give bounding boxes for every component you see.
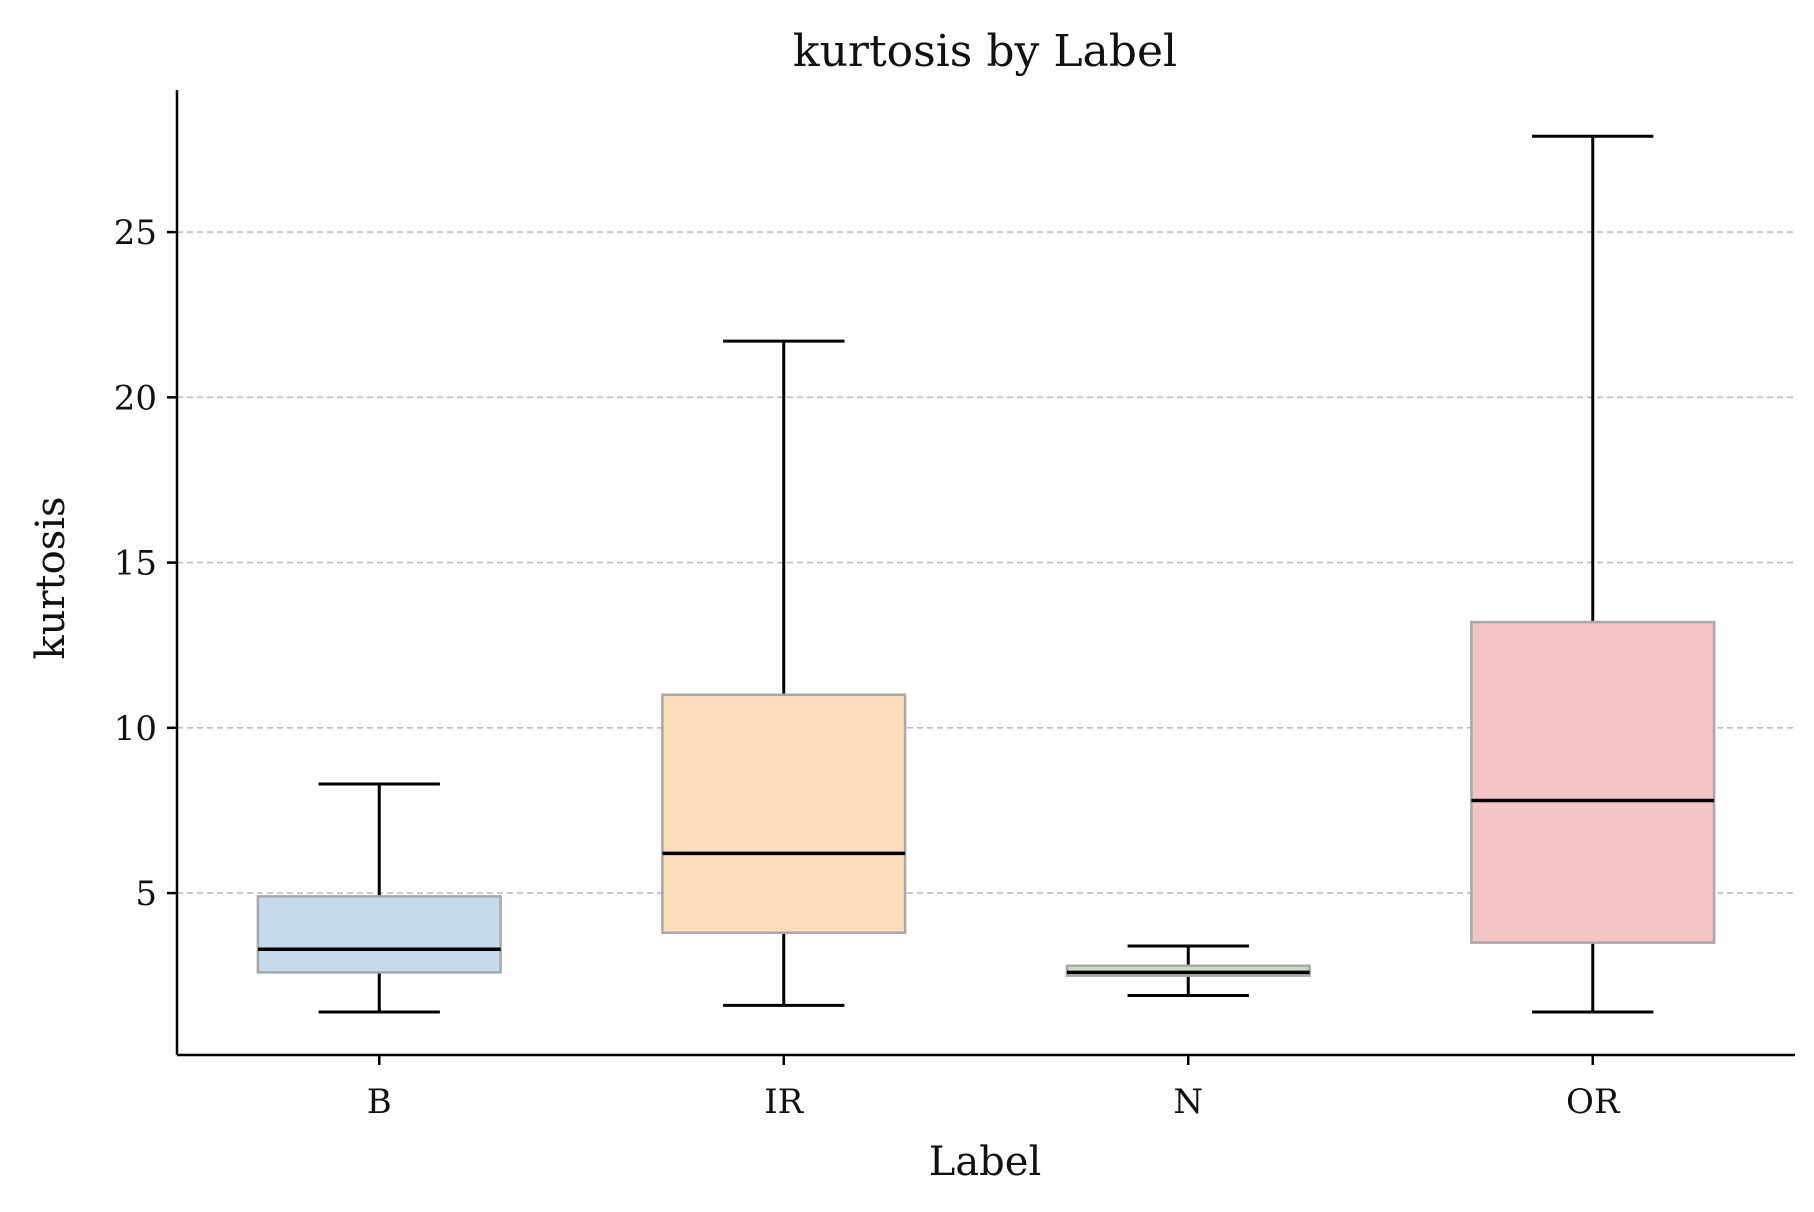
x-axis-label: Label [929, 1139, 1041, 1185]
box-iqr [1470, 620, 1716, 944]
box-iqr [256, 895, 502, 974]
x-tick-label: B [367, 1082, 392, 1122]
boxes [256, 134, 1716, 1014]
y-tick-label: 20 [114, 378, 157, 418]
x-tick-label: N [1173, 1082, 1203, 1122]
chart-title: kurtosis by Label [793, 26, 1177, 77]
y-tick-label: 25 [114, 213, 157, 253]
axes: 5 10 15 20 25 B IR N OR [114, 90, 1795, 1122]
y-axis-label: kurtosis [28, 496, 74, 659]
box-group-OR [1470, 134, 1716, 1014]
x-tick-label: OR [1566, 1082, 1621, 1122]
x-tick-label: IR [764, 1082, 804, 1122]
box-group-IR [661, 339, 907, 1007]
y-tick-label: 5 [135, 874, 157, 914]
box-group-B [256, 782, 502, 1014]
y-tick-label: 15 [114, 544, 157, 584]
box-iqr [661, 693, 907, 934]
y-tick-label: 10 [114, 709, 157, 749]
box-group-N [1065, 944, 1311, 998]
